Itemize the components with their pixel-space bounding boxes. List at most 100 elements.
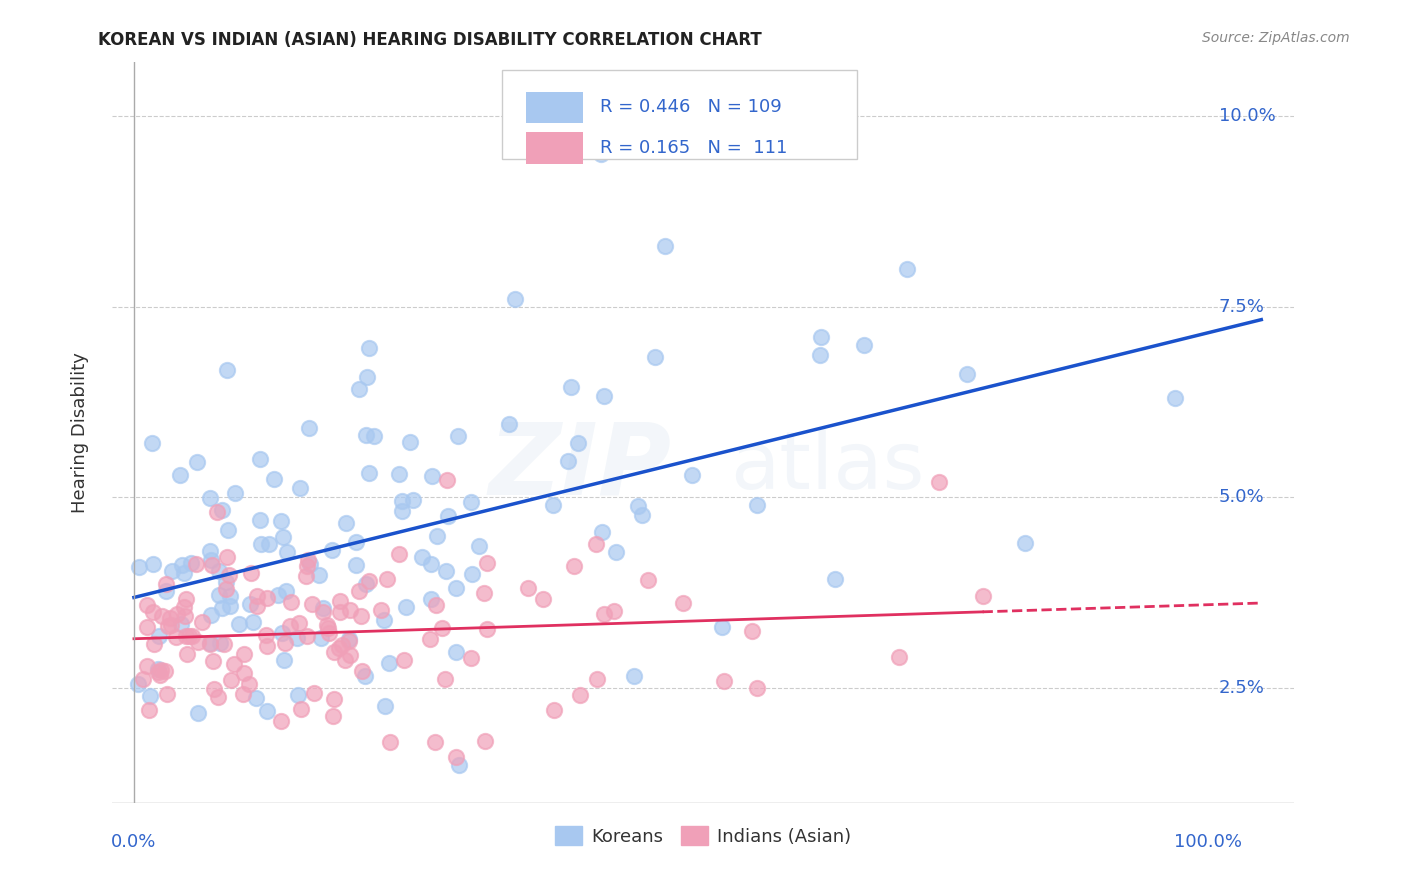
Point: [356, 428, 378, 442]
Point: [956, 367, 979, 381]
Point: [444, 582, 467, 596]
Point: [447, 429, 470, 443]
Point: [745, 498, 768, 512]
Point: [176, 648, 198, 662]
Point: [477, 622, 499, 636]
Point: [460, 495, 482, 509]
Point: [373, 613, 395, 627]
Point: [165, 630, 187, 644]
Point: [132, 673, 155, 687]
Point: [295, 629, 318, 643]
Point: [711, 620, 734, 634]
Point: [202, 654, 225, 668]
Point: [644, 350, 666, 364]
Point: [288, 481, 311, 495]
Point: [233, 666, 256, 681]
Point: [347, 382, 370, 396]
Point: [207, 690, 229, 705]
Point: [136, 620, 159, 634]
Point: [146, 662, 169, 676]
Point: [302, 686, 325, 700]
Point: [201, 558, 224, 573]
Point: [246, 599, 269, 613]
Point: [741, 624, 763, 638]
Point: [475, 557, 498, 571]
Point: [245, 690, 267, 705]
Point: [605, 544, 627, 558]
Point: [623, 668, 645, 682]
Text: R = 0.446   N = 109: R = 0.446 N = 109: [600, 98, 782, 116]
Text: R = 0.165   N =  111: R = 0.165 N = 111: [600, 139, 787, 157]
Point: [174, 629, 197, 643]
Point: [301, 597, 323, 611]
Point: [224, 486, 246, 500]
Point: [127, 677, 149, 691]
Point: [321, 543, 343, 558]
Point: [671, 596, 693, 610]
Point: [208, 565, 231, 579]
Point: [569, 688, 592, 702]
Point: [337, 634, 360, 648]
Point: [256, 591, 278, 605]
Point: [586, 672, 609, 686]
Point: [1164, 391, 1187, 405]
FancyBboxPatch shape: [502, 70, 856, 159]
Point: [399, 435, 422, 450]
Point: [186, 558, 208, 572]
Point: [150, 663, 173, 677]
Point: [187, 635, 209, 649]
Point: [187, 706, 209, 720]
Point: [177, 629, 200, 643]
Point: [148, 665, 170, 680]
Point: [322, 708, 344, 723]
Point: [444, 750, 467, 764]
Point: [271, 626, 294, 640]
Point: [263, 472, 285, 486]
Point: [211, 503, 233, 517]
Point: [316, 621, 339, 635]
Point: [239, 597, 262, 611]
Point: [287, 688, 309, 702]
Point: [173, 599, 195, 614]
Point: [186, 455, 208, 469]
Point: [142, 557, 165, 571]
Point: [745, 681, 768, 696]
Text: atlas: atlas: [730, 428, 924, 506]
Text: Source: ZipAtlas.com: Source: ZipAtlas.com: [1202, 31, 1350, 45]
Point: [531, 592, 554, 607]
Point: [328, 641, 350, 656]
Point: [896, 261, 918, 276]
Point: [603, 604, 626, 618]
Point: [128, 559, 150, 574]
Point: [420, 468, 443, 483]
Point: [160, 617, 183, 632]
Point: [198, 544, 221, 558]
Point: [138, 703, 160, 717]
Point: [335, 653, 357, 667]
Point: [250, 537, 273, 551]
Point: [285, 631, 308, 645]
Point: [308, 567, 330, 582]
Point: [354, 577, 377, 591]
Point: [375, 573, 398, 587]
Point: [257, 536, 280, 550]
Point: [357, 467, 380, 481]
Point: [402, 493, 425, 508]
Point: [681, 467, 703, 482]
Point: [627, 499, 650, 513]
Point: [392, 653, 415, 667]
FancyBboxPatch shape: [526, 92, 582, 123]
Point: [271, 530, 294, 544]
Point: [449, 757, 471, 772]
Point: [150, 609, 173, 624]
Text: 2.5%: 2.5%: [1219, 680, 1264, 698]
Point: [170, 616, 193, 631]
Point: [149, 668, 172, 682]
Point: [339, 648, 361, 662]
Point: [433, 672, 456, 686]
Point: [135, 598, 157, 612]
Point: [198, 491, 221, 505]
Point: [232, 647, 254, 661]
Point: [388, 467, 411, 482]
Point: [589, 147, 612, 161]
